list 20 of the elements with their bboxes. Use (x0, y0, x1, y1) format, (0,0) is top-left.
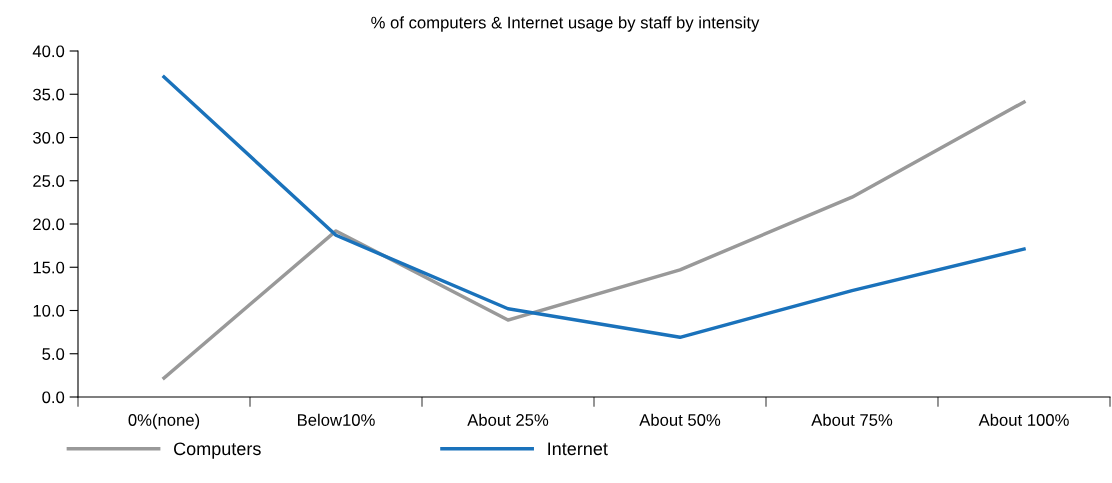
y-tick-label: 0.0 (42, 391, 65, 404)
y-tick-label: 35.0 (33, 88, 65, 101)
y-tick-label: 10.0 (33, 304, 65, 317)
y-tick-label: 25.0 (33, 175, 65, 187)
y-tick-label: 40.0 (32, 45, 65, 58)
chart-title: % of computers & Internet usage by staff by intensity (371, 16, 760, 32)
y-tick-label: 5.0 (42, 348, 65, 360)
y-tick-label: 30.0 (33, 131, 65, 144)
x-tick-label: About 100% (978, 413, 1069, 426)
x-tick-label: About 75% (811, 413, 893, 426)
line-series (162, 75, 1026, 340)
x-tick-label: Below10% (297, 413, 375, 426)
legend-label: Computers (174, 442, 261, 459)
x-tick-label: About 25% (467, 413, 549, 426)
y-tick-label: 15.0 (33, 261, 65, 274)
line-series (162, 100, 1026, 380)
x-tick-label: 0%(none) (128, 413, 200, 430)
legend-label: Internet (548, 442, 608, 456)
y-tick-label: 20.0 (33, 218, 65, 231)
x-tick-label: About 50% (639, 413, 721, 426)
